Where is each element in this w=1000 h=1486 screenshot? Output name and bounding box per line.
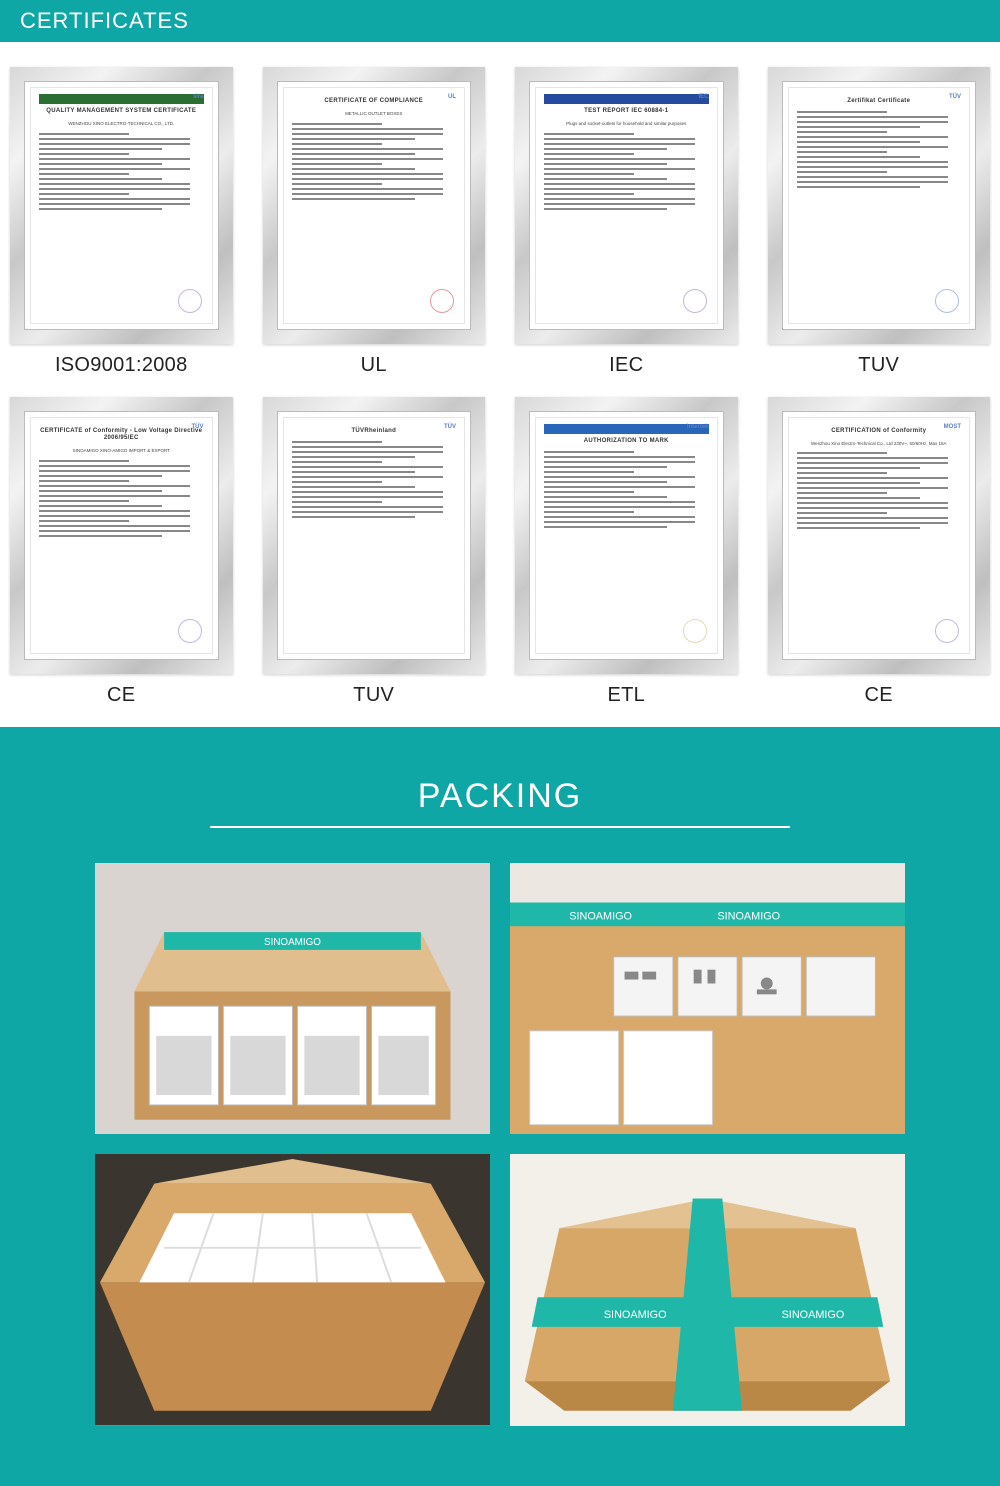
certificate-doc-title: CERTIFICATE of Conformity - Low Voltage … [39,428,204,442]
certificate-frame: TÜVRheinlandTÜV [263,397,486,674]
certificate-doc-subtitle: SINOAMIGO XINO-AMIGO IMPORT & EXPORT [39,448,204,453]
certificate-doc-title: TEST REPORT IEC 60884-1 [544,108,709,115]
certificate-label: TUV [768,354,991,377]
packing-image-1: SINOAMIGO [95,863,490,1135]
svg-text:SINOAMIGO: SINOAMIGO [264,937,321,948]
certificate-item: CERTIFICATION of Conformity Wenzhou Xino … [768,397,991,707]
certificate-item: AUTHORIZATION TO MARK Intertek ETL [515,397,738,707]
packing-image-3 [95,1154,490,1426]
certificate-doc-subtitle: Wenzhou Xino Electro-Technical Co., Ltd … [797,441,962,446]
packing-image-2: SINOAMIGO SINOAMIGO [510,863,905,1135]
certificate-doc-title: CERTIFICATION of Conformity [797,428,962,435]
certificate-logo: TÜV [949,94,961,101]
certificate-label: IEC [515,354,738,377]
certificate-item: Zertifikat CertificateTÜV TUV [768,67,991,377]
certificate-document: AUTHORIZATION TO MARK Intertek [535,417,718,654]
packing-image-4: SINOAMIGO SINOAMIGO [510,1154,905,1426]
certificate-frame: CERTIFICATE OF COMPLIANCE METALLIC OUTLET… [263,67,486,344]
svg-text:SINOAMIGO: SINOAMIGO [569,910,632,922]
certificate-label: CE [768,684,991,707]
certificate-document: Zertifikat CertificateTÜV [788,87,971,324]
certificate-logo: TÜV [444,424,456,431]
certificate-frame: Zertifikat CertificateTÜV [768,67,991,344]
certificate-doc-title: QUALITY MANAGEMENT SYSTEM CERTIFICATE [39,108,204,115]
certificate-frame: TEST REPORT IEC 60884-1 Plugs and socket-… [515,67,738,344]
certificate-logo: sira [193,94,204,101]
certificate-doc-subtitle: METALLIC OUTLET BOXES [292,111,457,116]
certificate-doc-title: Zertifikat Certificate [797,98,962,105]
certificate-frame: AUTHORIZATION TO MARK Intertek [515,397,738,674]
svg-text:SINOAMIGO: SINOAMIGO [782,1309,845,1321]
certificate-item: TEST REPORT IEC 60884-1 Plugs and socket-… [515,67,738,377]
certificate-logo: UL [448,94,456,101]
certificate-frame: CERTIFICATE of Conformity - Low Voltage … [10,397,233,674]
certificate-item: QUALITY MANAGEMENT SYSTEM CERTIFICATE WEN… [10,67,233,377]
certificate-item: CERTIFICATE OF COMPLIANCE METALLIC OUTLET… [263,67,486,377]
svg-text:SINOAMIGO: SINOAMIGO [604,1309,667,1321]
certificate-document: TEST REPORT IEC 60884-1 Plugs and socket-… [535,87,718,324]
certificate-document: CERTIFICATE OF COMPLIANCE METALLIC OUTLET… [283,87,466,324]
packing-section: PACKING SINOAMIGO [0,727,1000,1486]
packing-title: PACKING [0,777,1000,816]
certificate-label: TUV [263,684,486,707]
svg-text:SINOAMIGO: SINOAMIGO [717,910,780,922]
certificate-logo: TÜV [192,424,204,431]
certificate-item: CERTIFICATE of Conformity - Low Voltage … [10,397,233,707]
certificate-frame: QUALITY MANAGEMENT SYSTEM CERTIFICATE WEN… [10,67,233,344]
certificates-grid: QUALITY MANAGEMENT SYSTEM CERTIFICATE WEN… [0,42,1000,727]
certificate-label: UL [263,354,486,377]
certificate-item: TÜVRheinlandTÜV TUV [263,397,486,707]
certificate-label: CE [10,684,233,707]
packing-grid: SINOAMIGO SINOAMIGO SINOAMIGO [0,863,1000,1426]
certificate-doc-subtitle: WENZHOU XINO ELECTRO-TECHNICAL CO., LTD. [39,121,204,126]
certificate-document: CERTIFICATION of Conformity Wenzhou Xino … [788,417,971,654]
certificate-doc-title: TÜVRheinland [292,428,457,435]
certificate-doc-title: AUTHORIZATION TO MARK [544,438,709,445]
certificate-document: CERTIFICATE of Conformity - Low Voltage … [30,417,213,654]
certificate-logo: IEC [698,94,708,101]
certificate-doc-subtitle: Plugs and socket-outlets for household a… [544,121,709,126]
certificate-label: ISO9001:2008 [10,354,233,377]
certificate-logo: Intertek [687,424,709,431]
certificate-document: TÜVRheinlandTÜV [283,417,466,654]
certificate-label: ETL [515,684,738,707]
certificate-frame: CERTIFICATION of Conformity Wenzhou Xino … [768,397,991,674]
certificate-document: QUALITY MANAGEMENT SYSTEM CERTIFICATE WEN… [30,87,213,324]
certificate-logo: MOST [944,424,961,431]
packing-divider [210,826,790,828]
certificate-doc-title: CERTIFICATE OF COMPLIANCE [292,98,457,105]
certificates-header: CERTIFICATES [0,0,1000,42]
certificates-title: CERTIFICATES [20,8,189,33]
